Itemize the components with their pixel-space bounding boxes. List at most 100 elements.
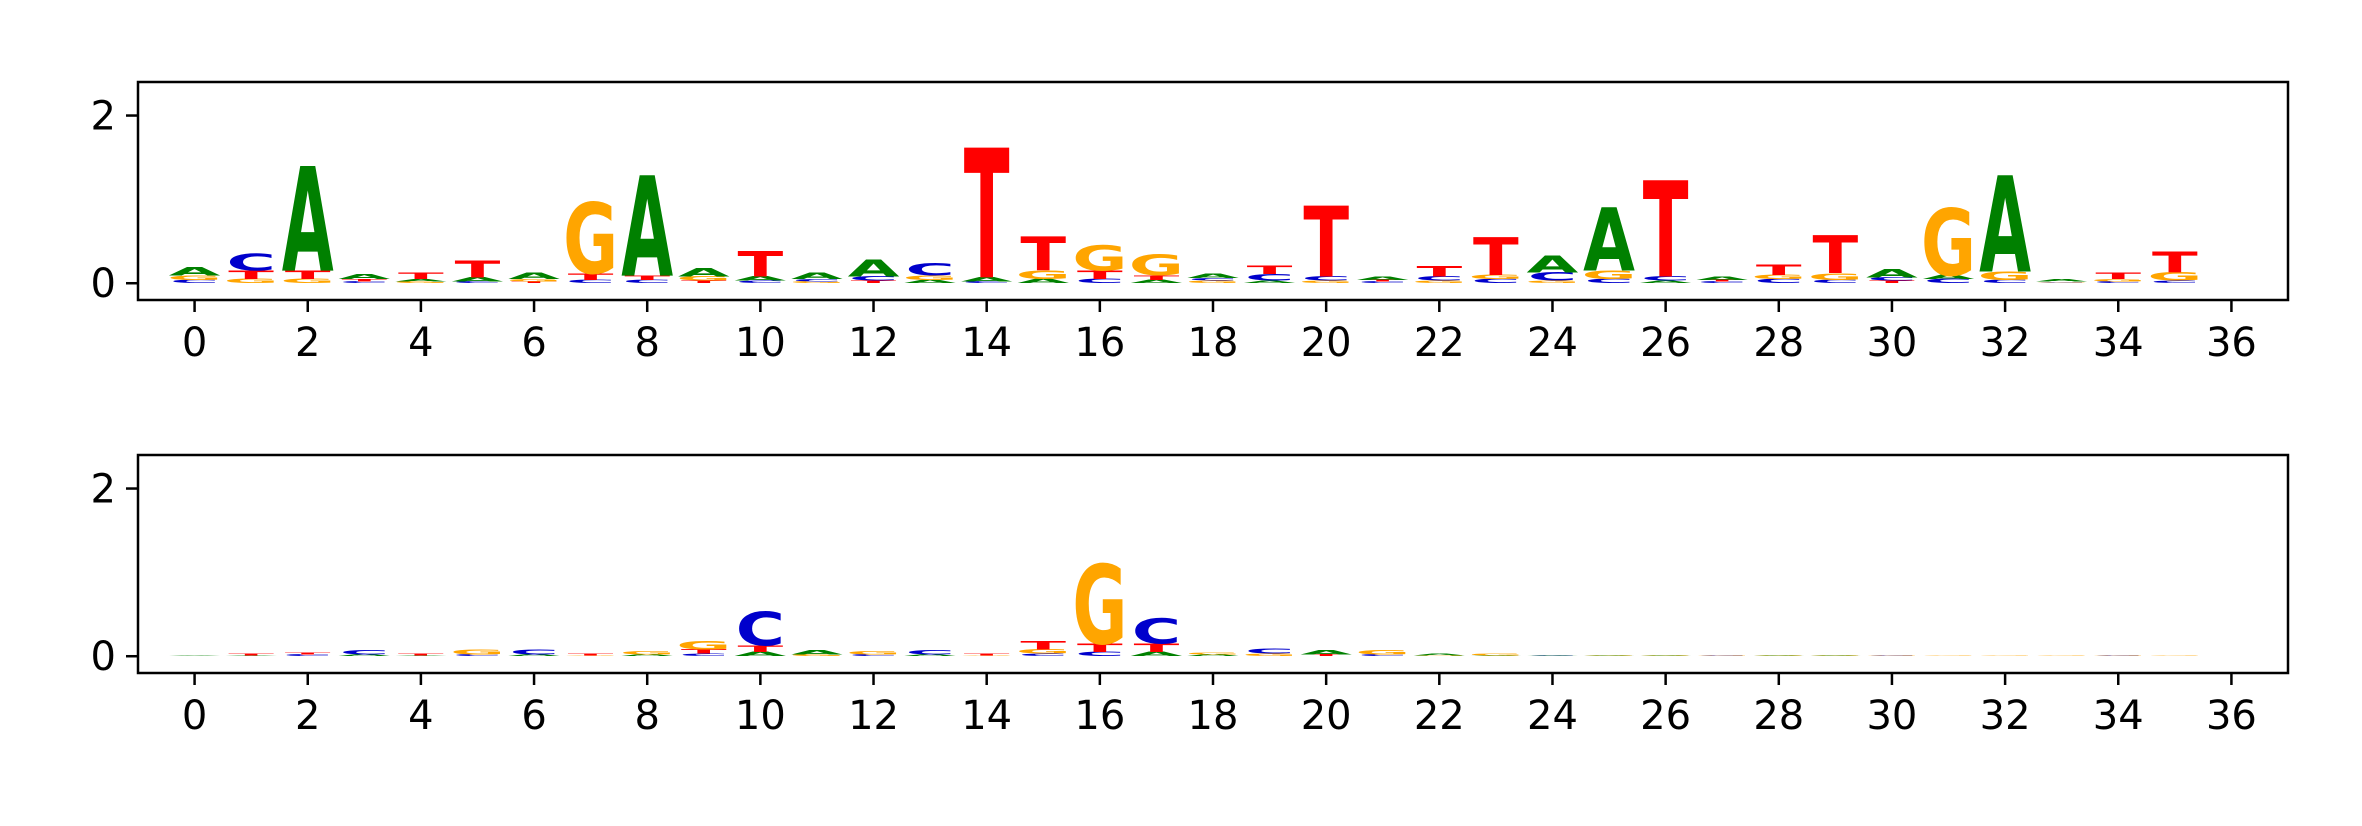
- logo-letter-g: G: [1808, 654, 1863, 655]
- logo-letter-a: A: [621, 654, 673, 657]
- logo-letter-t: T: [341, 278, 388, 282]
- x-tick-label: 22: [1414, 320, 1465, 366]
- x-tick-label: 8: [634, 693, 659, 739]
- logo-letter-a: A: [1583, 655, 1635, 656]
- logo-letter-g: G: [1978, 269, 2033, 282]
- logo-letter-t: T: [1699, 279, 1746, 282]
- logo-letter-c: C: [453, 281, 502, 284]
- logo-letter-g: G: [959, 655, 1014, 656]
- logo-letter-t: T: [1134, 275, 1180, 282]
- x-axis: 0 2 4 6 8 10 12 14 16 18 20 22 24 26 28 30 32 34 36: [182, 300, 2257, 366]
- x-tick-label: 18: [1188, 320, 1239, 366]
- logo-letter-t: T: [568, 272, 614, 283]
- logo-letter-a: A: [1923, 274, 1975, 281]
- logo-letter-a: A: [1470, 655, 1522, 656]
- logo-letter-a: A: [452, 276, 504, 283]
- x-tick-label: 34: [2093, 693, 2144, 739]
- logo-letter-a: A: [1357, 276, 1409, 281]
- logo-letter-g: G: [2091, 654, 2146, 655]
- logo-letter-c: C: [170, 279, 219, 284]
- logo-letter-g: G: [1355, 649, 1410, 656]
- logo-letter-c: C: [1245, 272, 1294, 283]
- logo-letter-g: G: [1864, 654, 1919, 655]
- x-tick-label: 10: [735, 320, 786, 366]
- logo-letter-t: T: [1020, 228, 1066, 282]
- logo-letter-c: C: [1584, 278, 1633, 285]
- logo-letter-a: A: [678, 266, 730, 279]
- x-tick-label: 16: [1074, 320, 1125, 366]
- x-axis: 0 2 4 6 8 10 12 14 16 18 20 22 24 26 28 30 32 34 36: [182, 673, 2257, 739]
- x-tick-label: 36: [2206, 320, 2257, 366]
- logo-letter-g: G: [1016, 269, 1071, 282]
- logo-letter-c: C: [227, 250, 276, 277]
- x-tick-label: 6: [521, 693, 546, 739]
- logo-letter-c: C: [736, 603, 785, 657]
- logo-letter-g: G: [167, 275, 222, 282]
- x-tick-label: 14: [961, 320, 1012, 366]
- y-tick-label: 2: [91, 467, 116, 513]
- logo-letter-a: A: [1809, 655, 1861, 656]
- logo-letter-g: G: [1412, 655, 1467, 656]
- logo-letter-c: C: [623, 279, 672, 284]
- logo-letter-a: A: [1187, 273, 1239, 280]
- logo-letter-c: C: [1698, 655, 1747, 656]
- logo-letter-c: C: [2094, 281, 2143, 284]
- logo-letter-t: T: [2152, 246, 2198, 279]
- x-tick-label: 12: [848, 693, 899, 739]
- logo-letter-t: T: [228, 269, 274, 282]
- logo-letter-a: A: [1866, 267, 1918, 280]
- logo-letter-a: A: [338, 273, 390, 281]
- logo-letter-c: C: [283, 654, 332, 657]
- logo-letter-c: C: [1811, 279, 1860, 284]
- logo-letter-g: G: [1921, 655, 1976, 656]
- logo-letter-a: A: [2036, 278, 2088, 282]
- logo-letter-g: G: [903, 275, 958, 282]
- logo-letter-a: A: [1300, 649, 1352, 656]
- logo-letter-g: G: [1016, 649, 1071, 656]
- logo-letter-a: A: [734, 276, 786, 283]
- logo-letter-a: A: [1696, 276, 1748, 281]
- logo-letter-c: C: [1019, 653, 1068, 657]
- x-tick-label: 26: [1640, 693, 1691, 739]
- logo-letter-t: T: [1303, 186, 1349, 300]
- logo-letter-c: C: [1981, 279, 2030, 284]
- logo-letter-g: G: [1638, 655, 1693, 656]
- x-tick-label: 24: [1527, 693, 1578, 739]
- logo-letter-c: C: [1754, 278, 1803, 285]
- x-tick-label: 16: [1074, 693, 1125, 739]
- logo-letter-c: C: [509, 648, 558, 656]
- logo-letter-t: T: [285, 652, 332, 655]
- logo-letter-g: G: [1921, 189, 1976, 296]
- logo-letter-t: T: [1813, 226, 1859, 286]
- y-axis: 02: [91, 467, 138, 680]
- logo-letter-g: G: [1808, 272, 1863, 283]
- logo-letter-c: C: [1358, 654, 1407, 657]
- logo-letter-g: G: [1751, 274, 1806, 281]
- logo-letter-t: T: [738, 644, 784, 655]
- logo-letter-a: A: [508, 271, 560, 282]
- logo-letter-c: C: [1641, 276, 1690, 283]
- logo-letter-g: G: [1299, 280, 1354, 284]
- logo-letter-g: G: [2091, 278, 2146, 282]
- logo-letter-g: G: [1525, 280, 1580, 284]
- logo-letter-g: G: [1695, 654, 1750, 655]
- logo-letter-t: T: [1247, 263, 1293, 276]
- logo-letter-a: A: [1979, 149, 2031, 303]
- logo-letter-g: G: [393, 281, 448, 284]
- logo-letter-c: C: [2150, 280, 2199, 284]
- logo-letter-a: A: [1187, 654, 1239, 657]
- logo-letter-g: G: [1468, 653, 1523, 656]
- logo-letter-t: T: [964, 653, 1011, 656]
- logo-letter-g: G: [789, 654, 844, 657]
- logo-letter-a: A: [1244, 280, 1296, 284]
- logo-letter-c: C: [962, 281, 1011, 284]
- logo-letter-t: T: [738, 245, 785, 285]
- logo-letter-g: G: [280, 278, 335, 285]
- logo-letter-c: C: [1075, 278, 1124, 285]
- logo-letter-a: A: [338, 654, 390, 657]
- x-tick-label: 32: [1980, 693, 2031, 739]
